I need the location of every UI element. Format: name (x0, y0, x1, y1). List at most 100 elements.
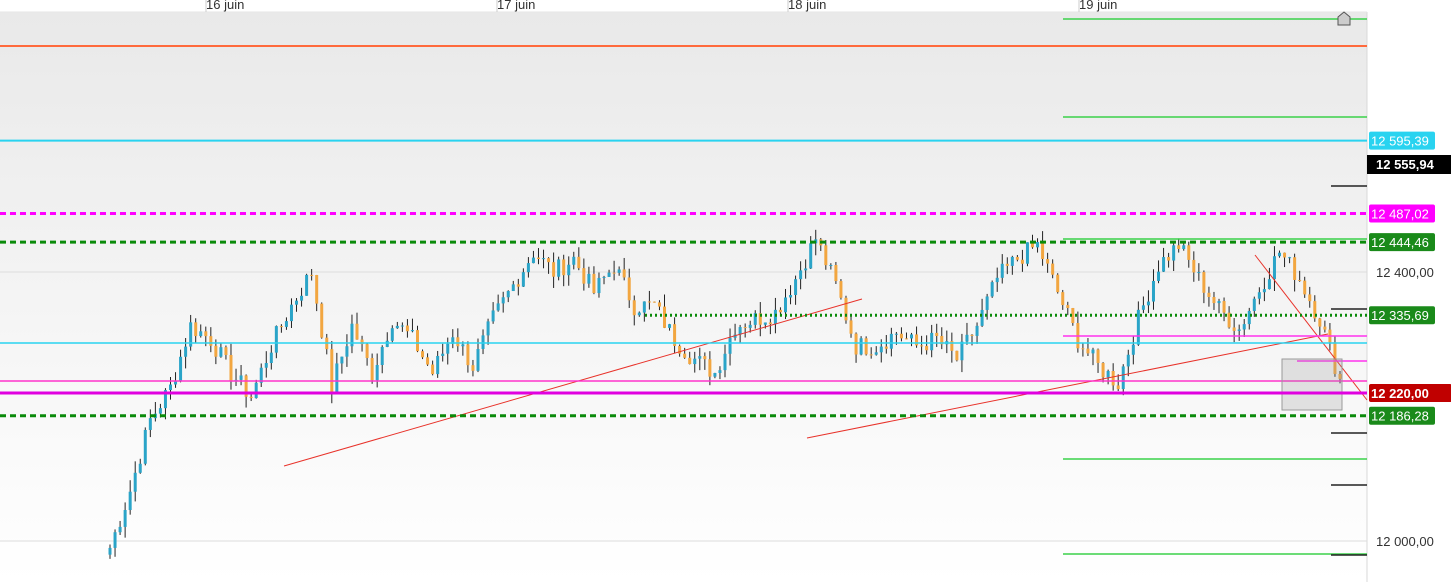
candle (572, 251, 576, 270)
candle-body (622, 269, 626, 278)
candle (174, 372, 178, 388)
candle-body (143, 429, 147, 464)
candle-body (1111, 370, 1115, 386)
candle (1197, 263, 1201, 281)
candle (320, 302, 324, 339)
candle (1167, 252, 1171, 268)
candle-body (552, 262, 556, 277)
candle (904, 332, 908, 340)
candle (436, 350, 440, 378)
candle (587, 266, 591, 288)
candle (239, 364, 243, 386)
candle-body (305, 274, 309, 296)
candle (148, 409, 152, 438)
candle (1323, 320, 1327, 333)
candle-body (824, 245, 828, 266)
candle-body (773, 309, 777, 325)
candle (244, 374, 248, 408)
candle (1232, 318, 1236, 343)
candle (920, 335, 924, 355)
candle-body (471, 365, 475, 371)
candle-body (854, 333, 858, 355)
candle (955, 350, 959, 362)
candle (1036, 238, 1040, 253)
candle (1056, 273, 1060, 294)
candle (1298, 270, 1302, 282)
candle-body (390, 328, 394, 341)
candle (289, 298, 293, 329)
candle (405, 319, 409, 338)
candle-body (789, 295, 793, 298)
candle-body (1222, 301, 1226, 313)
candle (869, 347, 873, 359)
candle (476, 338, 480, 373)
candle (698, 347, 702, 371)
candle (1192, 251, 1196, 282)
candle-body (204, 331, 208, 337)
candle-body (1031, 242, 1034, 248)
candle-body (1232, 327, 1236, 331)
candle (547, 257, 551, 274)
candle-body (965, 334, 969, 342)
level-tag (1369, 204, 1435, 223)
candle-body (768, 322, 772, 325)
candle (1121, 364, 1125, 396)
candle (1242, 318, 1246, 338)
candle-body (1091, 349, 1095, 354)
level-tag-label: 12 595,39 (1371, 134, 1429, 149)
date-label: 16 juin (206, 0, 244, 12)
candle (138, 458, 142, 474)
candle-body (894, 333, 898, 335)
candle-body (239, 375, 243, 380)
candle (350, 314, 354, 354)
candle (335, 352, 339, 394)
candle-body (1338, 373, 1342, 379)
candle-body (642, 301, 646, 313)
candle (179, 349, 183, 383)
candle (521, 268, 525, 287)
candle (824, 239, 828, 270)
candle-body (466, 344, 470, 366)
candle (980, 298, 984, 328)
candle-body (496, 303, 500, 311)
candle-body (264, 363, 268, 368)
candle-body (547, 258, 551, 263)
home-icon[interactable] (1337, 11, 1351, 26)
selection-box[interactable] (1281, 358, 1343, 411)
candle-body (289, 304, 293, 322)
horizontal-levels: 12 595,39 12 487,02 12 444,46 12 335,69 12 2… (0, 45, 1451, 425)
candle-body (340, 356, 344, 364)
candle (884, 335, 888, 354)
candle (597, 272, 601, 298)
candle-body (975, 325, 979, 336)
candle (607, 269, 611, 278)
candle (789, 285, 793, 305)
candle (284, 317, 288, 330)
candle (365, 343, 369, 366)
candle (562, 254, 566, 287)
candle (446, 337, 450, 365)
level-tag-label: 12 444,46 (1371, 235, 1429, 250)
candle-body (778, 309, 782, 313)
candle (910, 332, 914, 347)
candle-body (168, 384, 172, 391)
candle-body (1020, 259, 1024, 264)
candle (199, 324, 203, 338)
candle-body (194, 322, 198, 337)
candle-body (587, 273, 591, 284)
candle (1207, 286, 1211, 307)
candle (441, 343, 445, 362)
candle (995, 267, 999, 292)
candle-body (834, 265, 838, 282)
candle (693, 351, 697, 373)
candle-body (688, 357, 692, 365)
level-tag-label: 12 487,02 (1371, 206, 1429, 221)
candle (758, 302, 762, 337)
candle-body (526, 263, 530, 273)
candle-body (1197, 272, 1201, 274)
candle-body (572, 256, 576, 265)
level-tag-label: 12 186,28 (1371, 409, 1429, 424)
candle (123, 502, 127, 538)
candle-body (536, 257, 540, 260)
